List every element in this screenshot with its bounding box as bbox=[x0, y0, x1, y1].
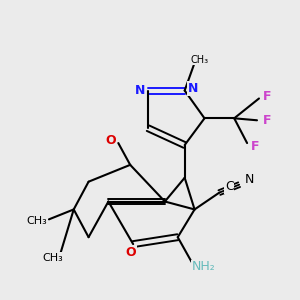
Text: N: N bbox=[188, 82, 198, 95]
Text: CH₃: CH₃ bbox=[43, 253, 63, 263]
Text: O: O bbox=[105, 134, 116, 147]
Text: F: F bbox=[263, 90, 271, 103]
Text: C: C bbox=[225, 180, 234, 193]
Text: F: F bbox=[251, 140, 259, 152]
Text: N: N bbox=[244, 173, 254, 186]
Text: F: F bbox=[263, 114, 271, 127]
Text: NH₂: NH₂ bbox=[192, 260, 215, 273]
Text: CH₃: CH₃ bbox=[190, 55, 208, 65]
Text: O: O bbox=[126, 245, 136, 259]
Text: N: N bbox=[135, 84, 145, 97]
Text: CH₃: CH₃ bbox=[27, 216, 47, 226]
